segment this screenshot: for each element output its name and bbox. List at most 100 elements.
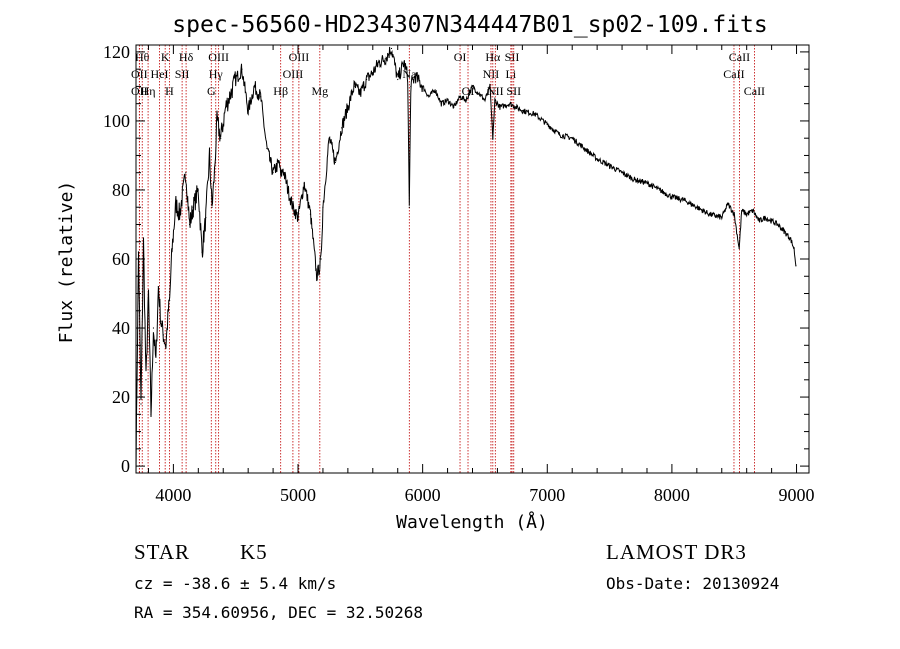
x-tick-label: 4000	[155, 485, 191, 505]
spectrum-point	[287, 189, 289, 191]
spectrum-point	[278, 161, 280, 163]
spectrum-point	[309, 213, 312, 215]
object-subclass: K5	[240, 540, 268, 564]
spectrum-point	[390, 47, 393, 50]
y-tick-label: 60	[112, 249, 130, 269]
spectrum-point	[410, 85, 412, 88]
spectrum-point	[303, 182, 305, 184]
line-marker-label: CaII	[723, 67, 744, 81]
spectrum-point	[322, 206, 324, 208]
spectrum-point	[167, 310, 170, 312]
spectrum-point	[795, 265, 797, 267]
spectrum-point	[397, 78, 399, 81]
spectrum-point	[738, 248, 740, 250]
spectrum-point	[235, 78, 237, 81]
spectrum-point	[422, 85, 424, 88]
spectrum-point	[407, 75, 409, 77]
spectrum-point	[169, 299, 171, 302]
spectrum-point	[297, 216, 299, 219]
x-axis-label: Wavelength (Å)	[396, 511, 548, 533]
spectrum-point	[494, 99, 496, 101]
line-marker-label: HeI	[151, 67, 169, 81]
spectrum-point	[646, 182, 648, 184]
line-marker-label: OI	[454, 50, 467, 64]
spectrum-point	[328, 137, 330, 139]
spectrum-point	[741, 210, 743, 212]
line-marker-label: Mg	[311, 84, 328, 98]
spectrum-point	[708, 213, 710, 215]
line-marker-label: Hη	[141, 84, 156, 98]
redshift-text: cz = -38.6 ± 5.4 km/s	[134, 574, 337, 593]
spectrum-point	[534, 113, 536, 115]
spectrum-point	[282, 168, 284, 170]
x-tick-label: 5000	[280, 485, 316, 505]
spectrum-point	[182, 189, 184, 191]
spectrum-point	[559, 134, 561, 136]
spectrum-point	[188, 223, 191, 226]
spectrum-point	[403, 61, 405, 63]
y-tick-label: 100	[103, 111, 130, 131]
y-tick-label: 80	[112, 180, 130, 200]
line-marker-label: Hγ	[209, 67, 224, 81]
spectrum-point	[509, 103, 511, 105]
spectrum-point	[272, 172, 274, 174]
line-marker-label: K	[161, 50, 170, 64]
spectrum-point	[220, 137, 222, 139]
spectrum-point	[192, 206, 194, 208]
spectrum-point	[247, 109, 249, 112]
spectrum-point	[793, 248, 795, 250]
spectrum-point	[489, 85, 491, 88]
spectrum-point	[157, 286, 160, 288]
spectrum-point	[696, 206, 698, 208]
x-axis: 4000 5000 6000 7000 8000 9000	[147, 45, 815, 505]
spectrum-point	[150, 413, 152, 415]
spectrum-point	[372, 72, 374, 74]
spectrum-point	[733, 213, 735, 215]
spectrum-point	[175, 203, 177, 205]
spectrum-point	[384, 58, 386, 60]
spectrum-point	[658, 189, 661, 191]
spectrum-point	[671, 196, 673, 198]
spectrum-point	[484, 99, 486, 101]
spectrum-point	[230, 92, 232, 94]
line-marker-label: SII	[506, 84, 521, 98]
line-marker-label: Hα	[485, 50, 501, 64]
y-tick-label: 40	[112, 318, 130, 338]
spectrum-point	[727, 203, 729, 205]
spectrum-point	[771, 220, 773, 222]
y-tick-label: 20	[112, 387, 130, 407]
line-marker-label: Hδ	[179, 50, 194, 64]
chart-title: spec-56560-HD234307N344447B01_sp02-109.f…	[172, 12, 767, 38]
spectrum-point	[440, 103, 442, 105]
spectrum-point	[205, 216, 207, 219]
spectrum-point	[201, 251, 203, 253]
spectrum-point	[459, 96, 461, 98]
x-tick-label: 6000	[405, 485, 441, 505]
spectrum-point	[428, 96, 430, 98]
spectrum-point	[208, 154, 211, 157]
spectrum-point	[197, 189, 199, 191]
spectrum-point	[499, 106, 501, 108]
line-marker-label: NII	[487, 84, 504, 98]
spectrum-point	[471, 85, 474, 88]
y-tick-label: 120	[103, 42, 130, 62]
line-marker-label: SII	[505, 50, 520, 64]
line-marker-label: Hβ	[273, 84, 288, 98]
spectrum-point	[152, 327, 155, 329]
line-marker-label: NII	[483, 67, 500, 81]
spectrum-point	[633, 179, 636, 181]
spectrum-point	[160, 320, 162, 322]
x-tick-label: 7000	[529, 485, 565, 505]
spectrum-point	[414, 75, 416, 77]
spectrum-point	[292, 206, 294, 208]
spectrum-point	[492, 137, 494, 139]
spectrum-series	[136, 46, 797, 473]
spectrum-point	[359, 92, 361, 94]
spectrum-point	[266, 147, 268, 150]
spectrum-point	[334, 161, 337, 163]
spectrum-point	[365, 78, 368, 81]
spectrum-point	[319, 265, 321, 267]
line-marker-label: G	[207, 84, 216, 98]
spectrum-point	[155, 361, 157, 364]
